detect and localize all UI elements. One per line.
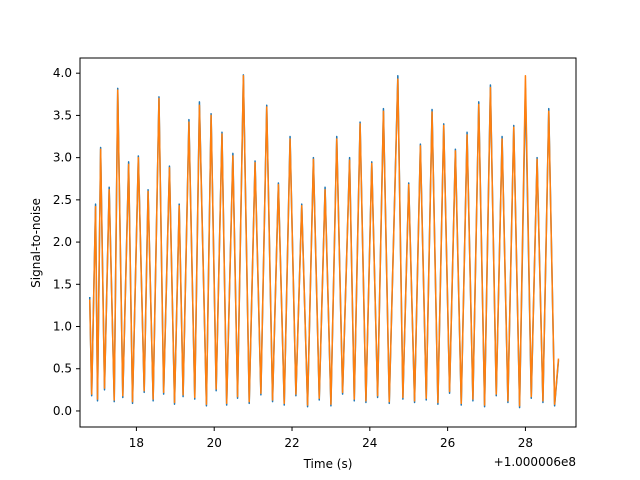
y-tick-label-6: 2.5 [53,193,72,207]
series-line-2 [88,74,560,407]
y-tick-label-9: 4.0 [53,66,72,80]
y-axis: 0.0 0.5 1.0 1.5 2.0 2.5 3.0 3.5 4.0 [53,66,80,418]
y-tick-label-7: 3.0 [53,151,72,165]
series-layer [88,74,560,409]
x-axis-label: Time (s) [303,457,353,471]
y-tick-label-2: 0.5 [53,362,72,376]
y-tick-label-5: 2.0 [53,235,72,249]
y-tick-label-3: 1.0 [53,320,72,334]
x-tick-label-1: 18 [129,436,144,450]
x-tick-label-3: 22 [284,436,299,450]
x-tick-label-2: 20 [207,436,222,450]
y-tick-label-8: 3.5 [53,108,72,122]
y-tick-label-4: 1.5 [53,277,72,291]
x-tick-label-5: 26 [440,436,455,450]
x-axis-offset-label: +1.000006e8 [494,455,576,469]
x-tick-label-6: 28 [518,436,533,450]
x-tick-label-4: 24 [362,436,377,450]
y-tick-label-1: 0.0 [53,404,72,418]
x-axis: 18 20 22 24 26 28 [129,427,533,450]
plot-group [79,57,577,428]
y-axis-label: Signal-to-noise [29,198,43,288]
